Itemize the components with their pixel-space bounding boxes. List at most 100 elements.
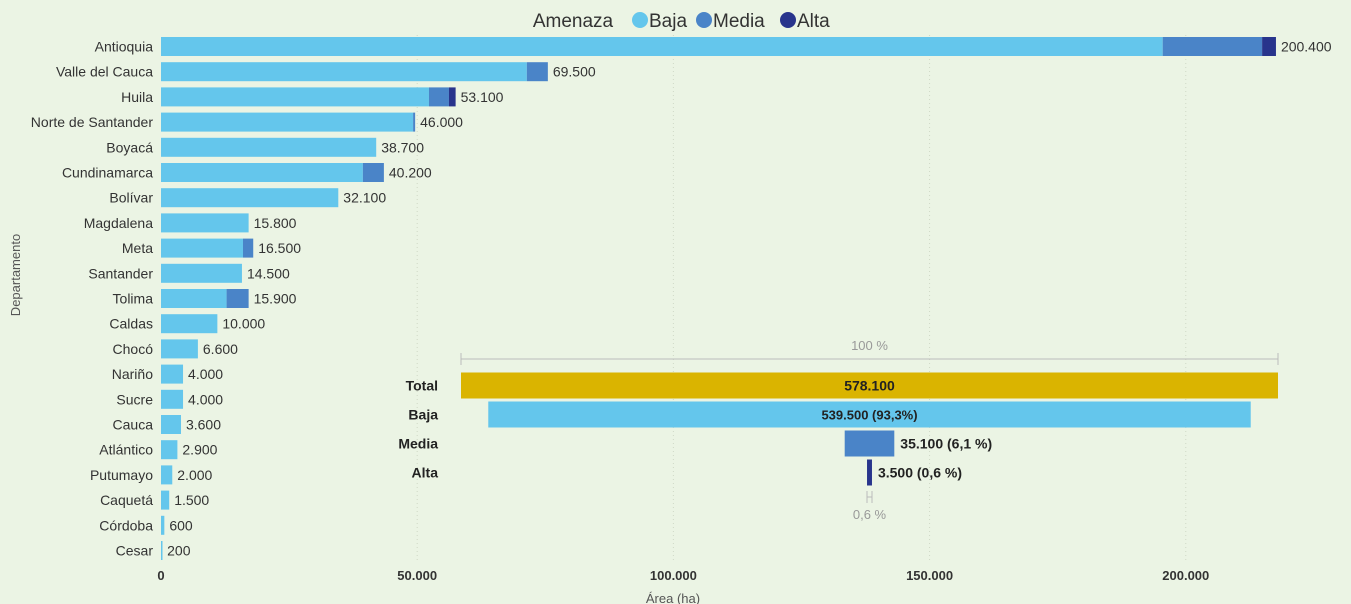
bar-segment-baja: [161, 62, 527, 82]
total-label: 15.800: [254, 215, 297, 231]
funnel-bar: [867, 459, 872, 486]
category-label: Boyacá: [106, 139, 153, 155]
x-axis: 0 50.000 100.000 150.000 200.000: [157, 568, 1209, 583]
funnel-bar: [461, 372, 1278, 399]
total-label: 14.500: [247, 265, 290, 281]
total-label: 10.000: [222, 316, 265, 332]
y-axis-title: Departamento: [8, 234, 23, 316]
funnel-value-label: 3.500 (0,6 %): [878, 465, 962, 481]
category-label: Sucre: [116, 391, 153, 407]
category-label: Santander: [88, 265, 153, 281]
total-label: 3.600: [186, 417, 221, 433]
bar-segment-baja: [161, 389, 184, 409]
total-label: 46.000: [420, 114, 463, 130]
bar-segment-media: [526, 62, 548, 82]
category-label: Meta: [122, 240, 153, 256]
category-label: Tolima: [113, 291, 154, 307]
bar-segment-baja: [161, 263, 242, 283]
category-label: Atlántico: [99, 442, 153, 458]
bar-segment-baja: [161, 364, 184, 384]
bar-segment-baja: [161, 490, 170, 510]
funnel-category-label: Baja: [408, 407, 438, 423]
bar-segment-media: [226, 289, 249, 308]
category-label: Huila: [121, 89, 153, 105]
legend-entry: Media: [713, 11, 765, 32]
x-tick-label: 50.000: [397, 568, 437, 583]
total-label: 4.000: [188, 366, 223, 382]
bar-segment-media: [428, 87, 449, 107]
funnel-bar: [488, 401, 1251, 428]
total-label: 6.600: [203, 341, 238, 357]
category-label: Córdoba: [99, 517, 153, 533]
bar-segment-baja: [161, 87, 429, 107]
total-label: 16.500: [258, 240, 301, 256]
category-label: Cundinamarca: [62, 165, 153, 181]
x-tick-label: 150.000: [906, 568, 953, 583]
bar-segment-media: [1162, 37, 1263, 56]
total-label: 2.000: [177, 467, 212, 483]
funnel-value-label: 578.100: [844, 378, 895, 394]
bar-segment-baja: [161, 515, 165, 535]
gridlines: [416, 35, 1187, 560]
total-label: 38.700: [381, 139, 424, 155]
legend-title: Amenaza: [533, 11, 614, 32]
bar-segment-alta: [1262, 37, 1276, 56]
bar-segment-media: [413, 112, 416, 132]
total-label: 69.500: [553, 64, 596, 80]
bar-segment-media: [362, 163, 384, 182]
bar-segment-media: [242, 238, 254, 258]
bar-segment-baja: [161, 137, 377, 157]
total-label: 1.500: [174, 492, 209, 508]
total-labels: 200.400 69.500 53.100 46.000 38.700 40.20032.…: [167, 39, 1332, 559]
total-label: 600: [169, 517, 193, 533]
legend-marker: [780, 12, 796, 28]
category-label: Caquetá: [100, 492, 153, 508]
legend-marker: [632, 12, 648, 28]
bar-segment-baja: [161, 339, 198, 359]
funnel-category-label: Media: [398, 436, 438, 452]
funnel-category-label: Alta: [412, 465, 439, 481]
bar-segment-baja: [161, 37, 1163, 56]
x-tick-label: 200.000: [1162, 568, 1209, 583]
category-label: Magdalena: [84, 215, 153, 231]
x-tick-label: 0: [157, 568, 164, 583]
category-label: Chocó: [113, 341, 154, 357]
funnel-category-label: Total: [406, 378, 438, 394]
bar-segment-baja: [161, 541, 163, 560]
bar-segment-baja: [161, 440, 178, 460]
total-label: 200: [167, 543, 191, 559]
total-label: 53.100: [461, 89, 504, 105]
x-tick-label: 100.000: [650, 568, 697, 583]
category-label: Nariño: [112, 366, 153, 382]
category-label: Cauca: [113, 417, 154, 433]
x-axis-title: Área (ha): [646, 591, 700, 604]
total-label: 15.900: [254, 291, 297, 307]
legend-marker: [696, 12, 712, 28]
bar-segment-alta: [448, 87, 456, 107]
category-label: Norte de Santander: [31, 114, 154, 130]
bar-segment-baja: [161, 465, 173, 485]
funnel-bar: [844, 430, 895, 457]
funnel-value-label: 35.100 (6,1 %): [900, 436, 992, 452]
bar-segment-baja: [161, 314, 218, 334]
category-label: Caldas: [109, 316, 153, 332]
total-label: 200.400: [1281, 39, 1332, 55]
bar-segment-baja: [161, 415, 181, 434]
category-label: Putumayo: [90, 467, 153, 483]
legend: Amenaza Baja Media Alta: [533, 11, 830, 32]
legend-entry: Baja: [649, 11, 687, 32]
bar-segment-baja: [161, 289, 227, 308]
bar-segment-baja: [161, 238, 243, 258]
category-label: Cesar: [116, 543, 154, 559]
total-label: 32.100: [343, 190, 386, 206]
total-label: 2.900: [182, 442, 217, 458]
total-label: 4.000: [188, 391, 223, 407]
bar-segment-baja: [161, 163, 363, 182]
funnel-bottom-marker-label: 0,6 %: [853, 507, 887, 522]
bar-segment-baja: [161, 112, 414, 132]
bar-segment-baja: [161, 213, 249, 233]
funnel-top-marker-label: 100 %: [851, 338, 888, 353]
category-label: Valle del Cauca: [56, 64, 153, 80]
funnel-value-label: 539.500 (93,3%): [821, 408, 917, 423]
category-label: Bolívar: [109, 190, 153, 206]
